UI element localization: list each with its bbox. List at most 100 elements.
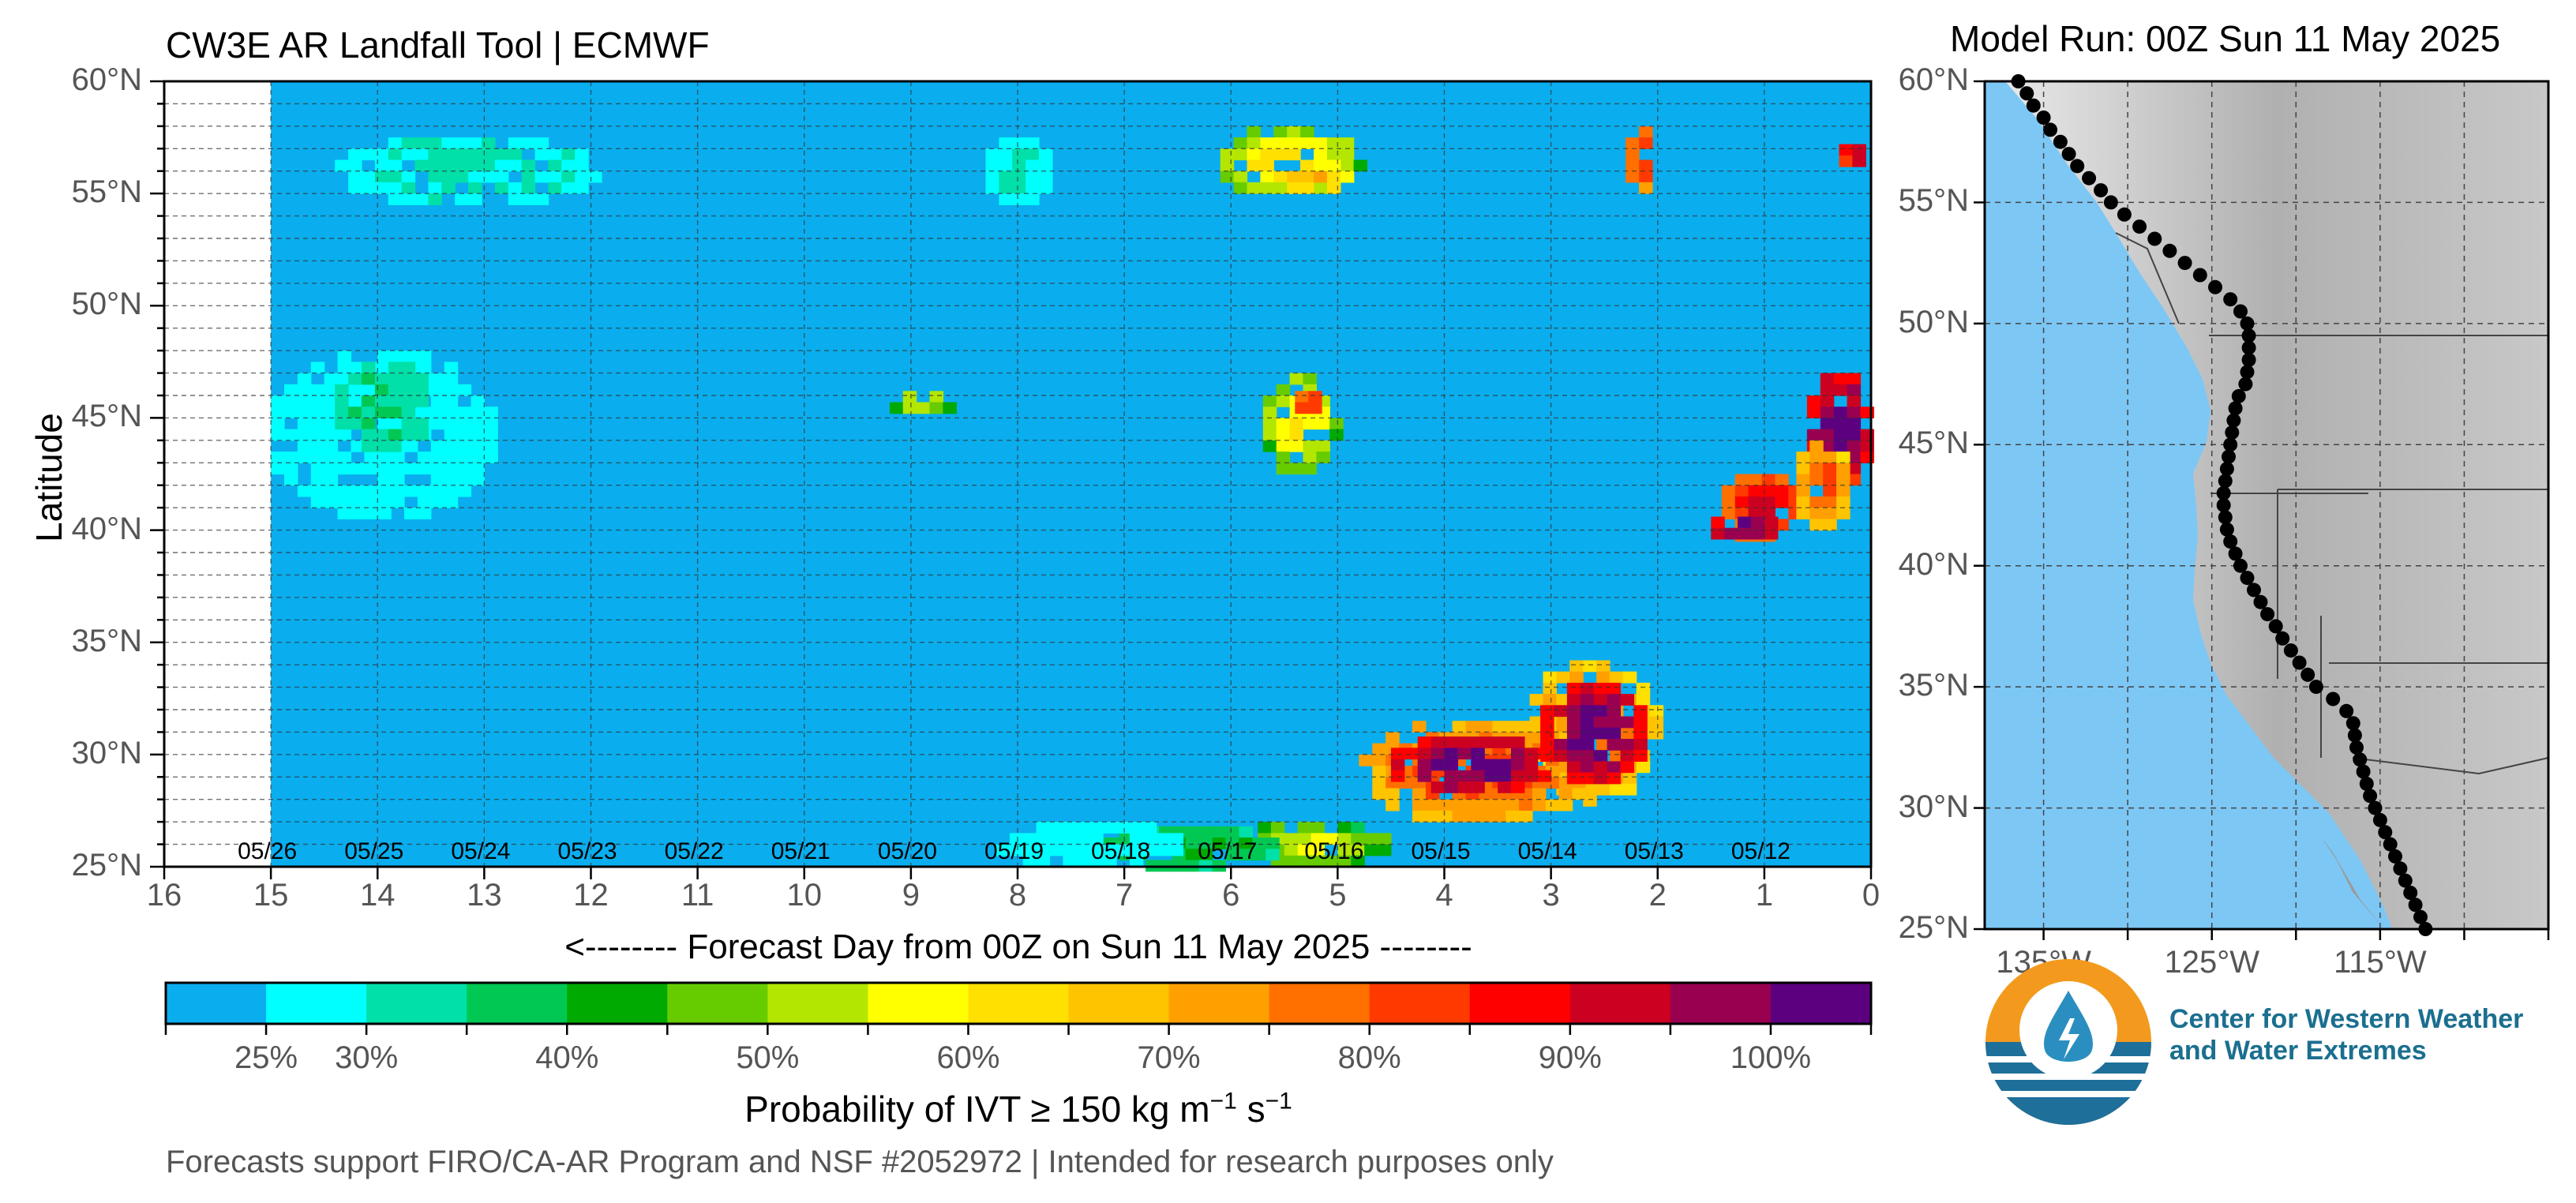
probability-cell	[1089, 833, 1104, 845]
probability-cell	[1823, 463, 1837, 475]
probability-cell	[1593, 716, 1608, 729]
probability-cell	[1724, 527, 1738, 540]
probability-cell	[430, 452, 445, 463]
probability-cell	[1607, 727, 1622, 740]
probability-cell	[1764, 527, 1779, 540]
probability-cell	[1471, 770, 1485, 782]
probability-cell	[388, 159, 403, 172]
landfall-point	[2192, 268, 2207, 283]
probability-cell	[1039, 182, 1053, 194]
colorbar-bin	[1369, 983, 1471, 1024]
probability-cell	[1412, 810, 1427, 823]
x-tick-label: 15	[253, 878, 289, 913]
probability-cell	[362, 171, 376, 183]
probability-cell	[1607, 739, 1622, 751]
probability-cell	[1364, 833, 1378, 845]
probability-cell	[428, 193, 442, 205]
probability-cell	[1636, 682, 1651, 695]
probability-cell	[1314, 182, 1328, 194]
probability-cell	[1492, 799, 1506, 811]
probability-cell	[1492, 721, 1506, 733]
probability-cell	[1607, 682, 1622, 695]
probability-cell	[1372, 788, 1386, 800]
probability-cell	[1444, 781, 1458, 793]
probability-cell	[1262, 407, 1277, 418]
probability-cell	[1580, 716, 1595, 729]
probability-cell	[1076, 844, 1090, 856]
probability-cell	[1337, 844, 1352, 856]
y-tick-label: 50°N	[71, 287, 142, 322]
probability-cell	[1572, 788, 1587, 800]
chart-title: CW3E AR Landfall Tool | ECMWF	[166, 24, 710, 66]
probability-cell	[1593, 705, 1608, 718]
probability-cell	[457, 440, 472, 452]
landfall-point	[2408, 898, 2423, 913]
probability-cell	[1303, 373, 1317, 385]
probability-cell	[482, 148, 496, 161]
probability-cell	[1262, 418, 1277, 430]
probability-cell	[335, 407, 349, 418]
probability-cell	[1820, 407, 1835, 418]
probability-cell	[494, 182, 509, 194]
probability-cell	[1537, 748, 1552, 760]
probability-cell	[1404, 748, 1419, 760]
probability-cell	[1484, 770, 1498, 782]
probability-cell	[1492, 810, 1506, 823]
probability-cell	[468, 182, 482, 194]
probability-cell	[444, 429, 459, 441]
probability-cell	[1444, 759, 1458, 771]
probability-cell	[414, 373, 429, 385]
probability-cell	[1625, 137, 1640, 149]
probability-cell	[337, 429, 352, 441]
colorbar	[164, 981, 1873, 1035]
probability-cell	[1372, 743, 1386, 755]
landfall-point	[2043, 122, 2058, 137]
probability-cell	[1847, 440, 1862, 452]
colorbar-bin	[1569, 983, 1671, 1024]
probability-cell	[388, 182, 403, 194]
probability-cell	[999, 148, 1013, 161]
probability-cell	[1748, 496, 1763, 508]
probability-cell	[1169, 833, 1184, 845]
landfall-point	[2070, 159, 2085, 174]
date-label: 05/23	[557, 838, 617, 864]
probability-cell	[441, 182, 456, 194]
probability-cell	[1295, 391, 1309, 403]
probability-cell	[324, 418, 339, 430]
probability-cell	[1372, 766, 1386, 778]
probability-cell	[297, 395, 312, 407]
probability-cell	[1748, 474, 1763, 486]
probability-cell	[417, 485, 432, 497]
probability-cell	[444, 384, 459, 396]
probability-cell	[430, 373, 445, 385]
y-tick-label: 60°N	[71, 62, 142, 97]
probability-cell	[1444, 770, 1458, 782]
probability-cell	[1823, 452, 1837, 463]
probability-cell	[1233, 148, 1248, 161]
probability-cell	[414, 159, 429, 172]
probability-cell	[1372, 777, 1386, 789]
probability-cell	[1847, 407, 1862, 418]
probability-cell	[1276, 452, 1291, 463]
x-tick-label: 4	[1435, 878, 1453, 913]
no-data-region	[164, 81, 272, 867]
probability-cell	[417, 452, 432, 463]
probability-cell	[377, 362, 392, 374]
probability-cell	[1633, 750, 1648, 762]
probability-cell	[362, 148, 376, 161]
probability-cell	[1036, 855, 1051, 868]
probability-cell	[1276, 395, 1291, 407]
probability-cell	[457, 485, 472, 497]
probability-cell	[430, 407, 445, 418]
probability-cell	[444, 407, 459, 418]
probability-feature-17	[1711, 516, 1779, 540]
landfall-point	[2372, 812, 2387, 827]
probability-cell	[561, 182, 576, 194]
probability-cell	[534, 148, 549, 161]
probability-cell	[1039, 171, 1053, 183]
probability-cell	[1836, 463, 1850, 475]
probability-cell	[364, 384, 378, 396]
probability-cell	[1556, 694, 1570, 706]
probability-cell	[548, 148, 562, 161]
landfall-point	[2238, 377, 2253, 392]
